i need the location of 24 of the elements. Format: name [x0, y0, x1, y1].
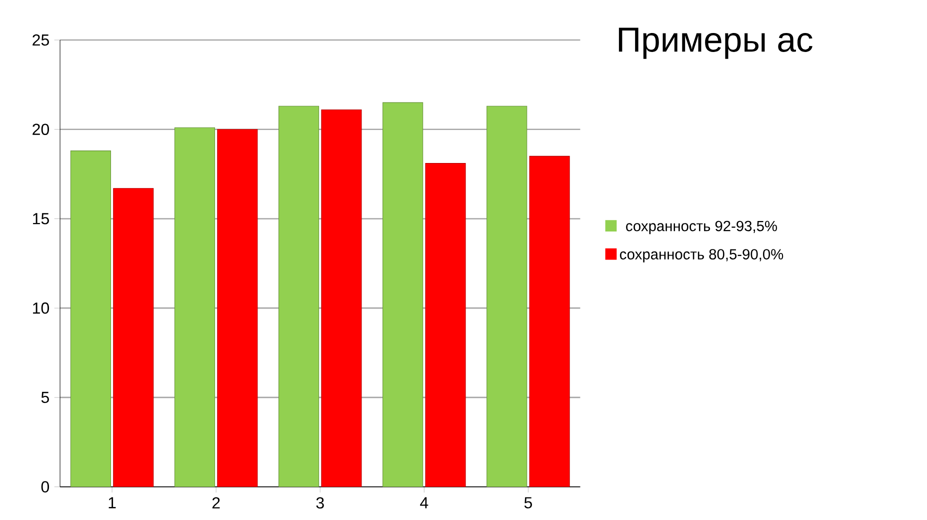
bar [70, 150, 111, 487]
x-tick-label: 2 [212, 497, 220, 508]
bar [382, 102, 424, 487]
text: Примеры ас [618, 28, 812, 59]
y-tick-label: 15 [33, 213, 49, 224]
x-tick-label: 3 [316, 497, 324, 508]
x-tick-label: 5 [524, 497, 532, 508]
y-tick-label: 5 [41, 392, 49, 403]
bar [529, 156, 570, 487]
bar [321, 109, 362, 487]
bar [425, 162, 466, 487]
y-tick-label: 0 [41, 481, 50, 492]
legend-label: сохранность 80,5-90,0% [620, 249, 784, 262]
y-tick-label: 20 [32, 124, 50, 135]
bar [217, 129, 258, 487]
bar [174, 127, 216, 487]
x-tick-label: 1 [108, 497, 116, 508]
x-tick-label: 4 [420, 497, 428, 508]
bar [113, 188, 154, 487]
y-tick-label: 10 [33, 302, 50, 314]
y-tick-label: 25 [32, 34, 49, 46]
bar [278, 106, 320, 487]
legend-label: сохранность 92-93,5% [626, 220, 777, 234]
bar [486, 106, 528, 487]
